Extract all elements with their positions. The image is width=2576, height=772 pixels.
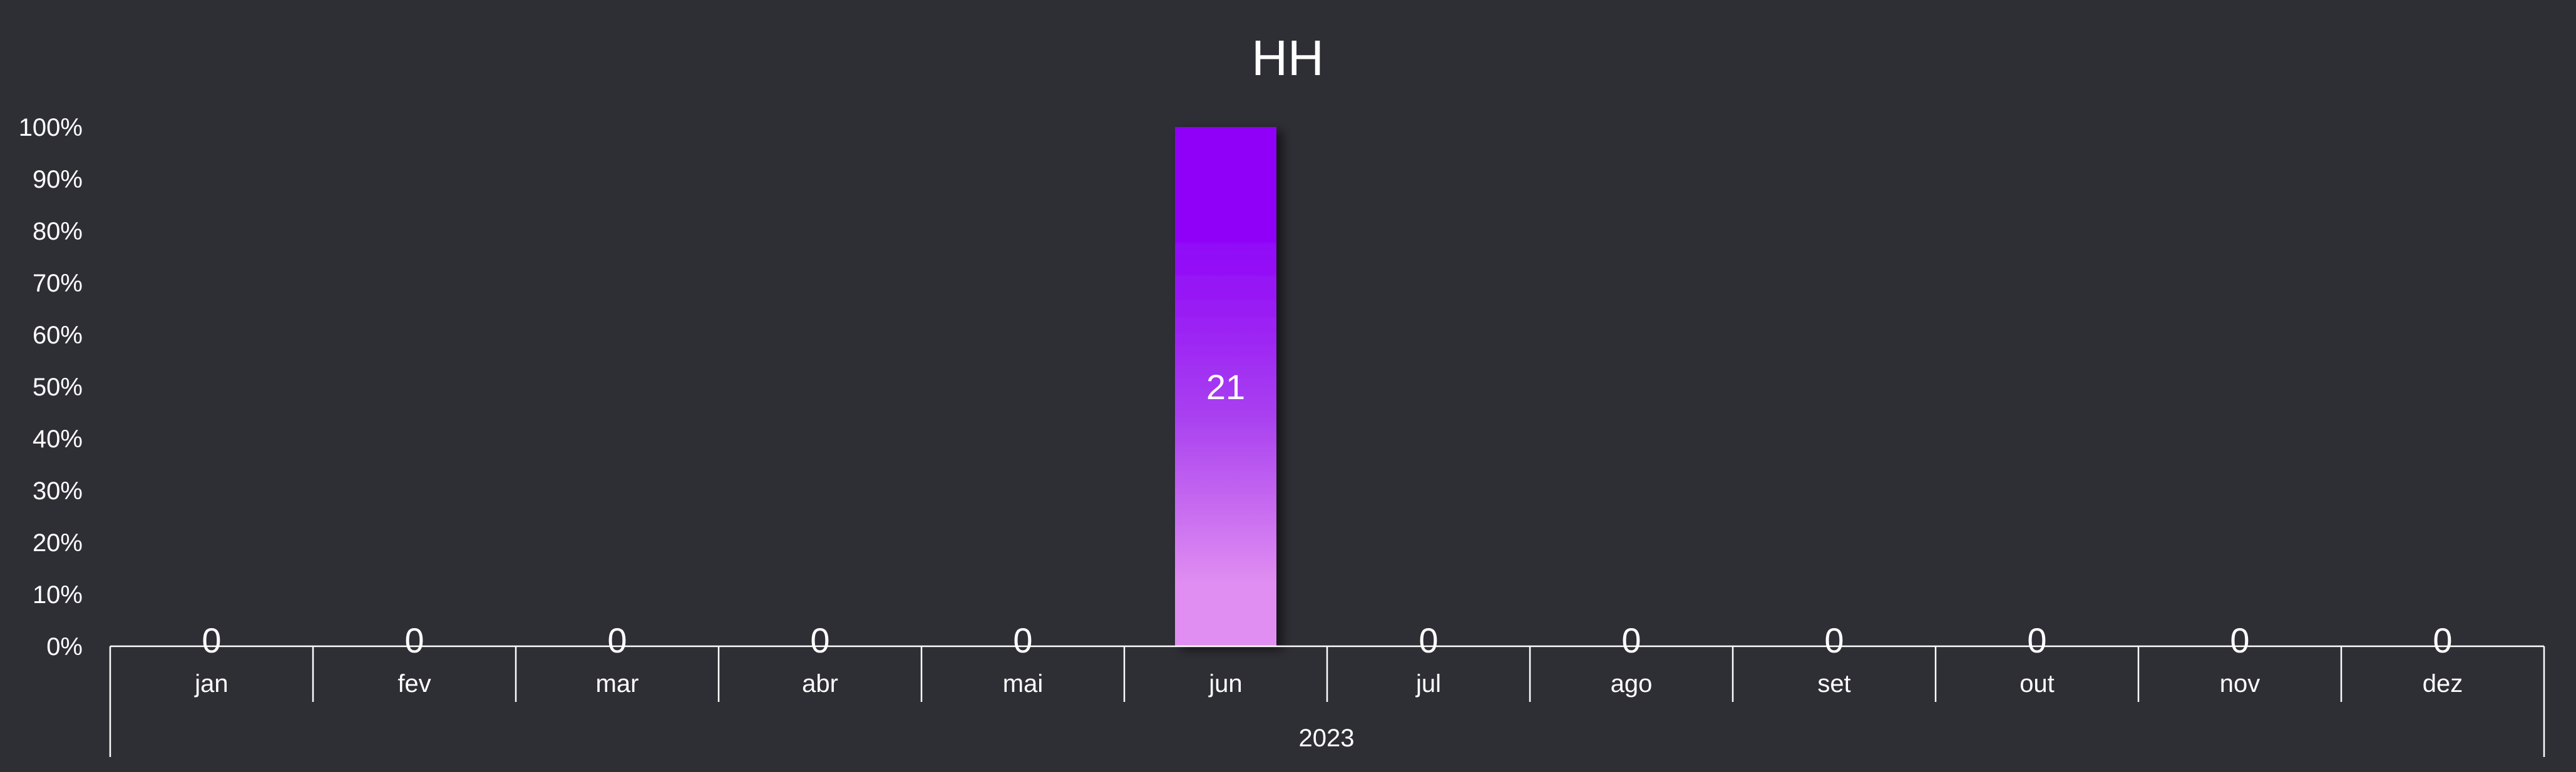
x-tick-label: ago	[1611, 670, 1653, 698]
x-tick-label: dez	[2423, 670, 2463, 698]
y-tick-label: 30%	[33, 477, 83, 505]
data-label: 0	[202, 621, 221, 660]
x-tick-label: out	[2019, 670, 2055, 698]
x-tick-label: fev	[398, 670, 431, 698]
data-label: 0	[1013, 621, 1032, 660]
bars	[1175, 127, 1276, 646]
x-group-label: 2023	[1299, 724, 1355, 752]
y-tick-label: 40%	[33, 425, 83, 453]
x-tick-label: mar	[596, 670, 639, 698]
y-tick-label: 80%	[33, 218, 83, 245]
x-tick-label: set	[1817, 670, 1850, 698]
y-tick-label: 70%	[33, 270, 83, 297]
y-axis: 0% 10% 20% 30% 40% 50% 60% 70% 80% 90% 100%	[19, 114, 83, 661]
x-tick-label: abr	[802, 670, 838, 698]
data-label: 21	[1206, 367, 1245, 407]
x-tick-label: jun	[1208, 670, 1242, 698]
data-label: 0	[2230, 621, 2249, 660]
bar	[1175, 127, 1276, 646]
y-tick-label: 60%	[33, 322, 83, 349]
y-tick-label: 10%	[33, 581, 83, 609]
x-axis-labels: jan fev mar abr mai jun jul ago set out nov dez	[194, 670, 2463, 698]
x-tick-label: jul	[1415, 670, 1441, 698]
x-axis	[109, 645, 2545, 757]
y-tick-label: 50%	[33, 373, 83, 401]
x-tick-label: nov	[2220, 670, 2260, 698]
data-labels: 0 0 0 0 0 21 0 0 0 0 0 0	[202, 367, 2452, 660]
data-label: 0	[1621, 621, 1641, 660]
y-tick-label: 90%	[33, 166, 83, 193]
data-label: 0	[404, 621, 424, 660]
data-label: 0	[810, 621, 829, 660]
x-tick-label: jan	[194, 670, 228, 698]
data-label: 0	[2433, 621, 2452, 660]
data-label: 0	[2027, 621, 2046, 660]
y-tick-label: 20%	[33, 529, 83, 557]
data-label: 0	[1824, 621, 1844, 660]
data-label: 0	[1419, 621, 1438, 660]
x-tick-label: mai	[1003, 670, 1043, 698]
chart-title: HH	[1251, 30, 1324, 86]
data-label: 0	[607, 621, 627, 660]
y-tick-label: 0%	[46, 633, 83, 661]
y-tick-label: 100%	[19, 114, 83, 141]
